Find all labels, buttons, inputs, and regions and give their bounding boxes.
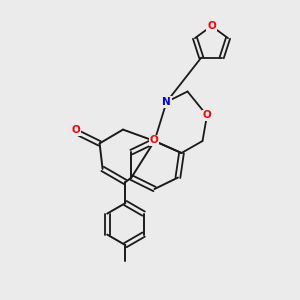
Text: O: O: [202, 110, 211, 121]
Text: O: O: [149, 135, 158, 146]
Text: O: O: [71, 125, 80, 135]
Text: N: N: [162, 97, 171, 107]
Text: O: O: [207, 21, 216, 31]
